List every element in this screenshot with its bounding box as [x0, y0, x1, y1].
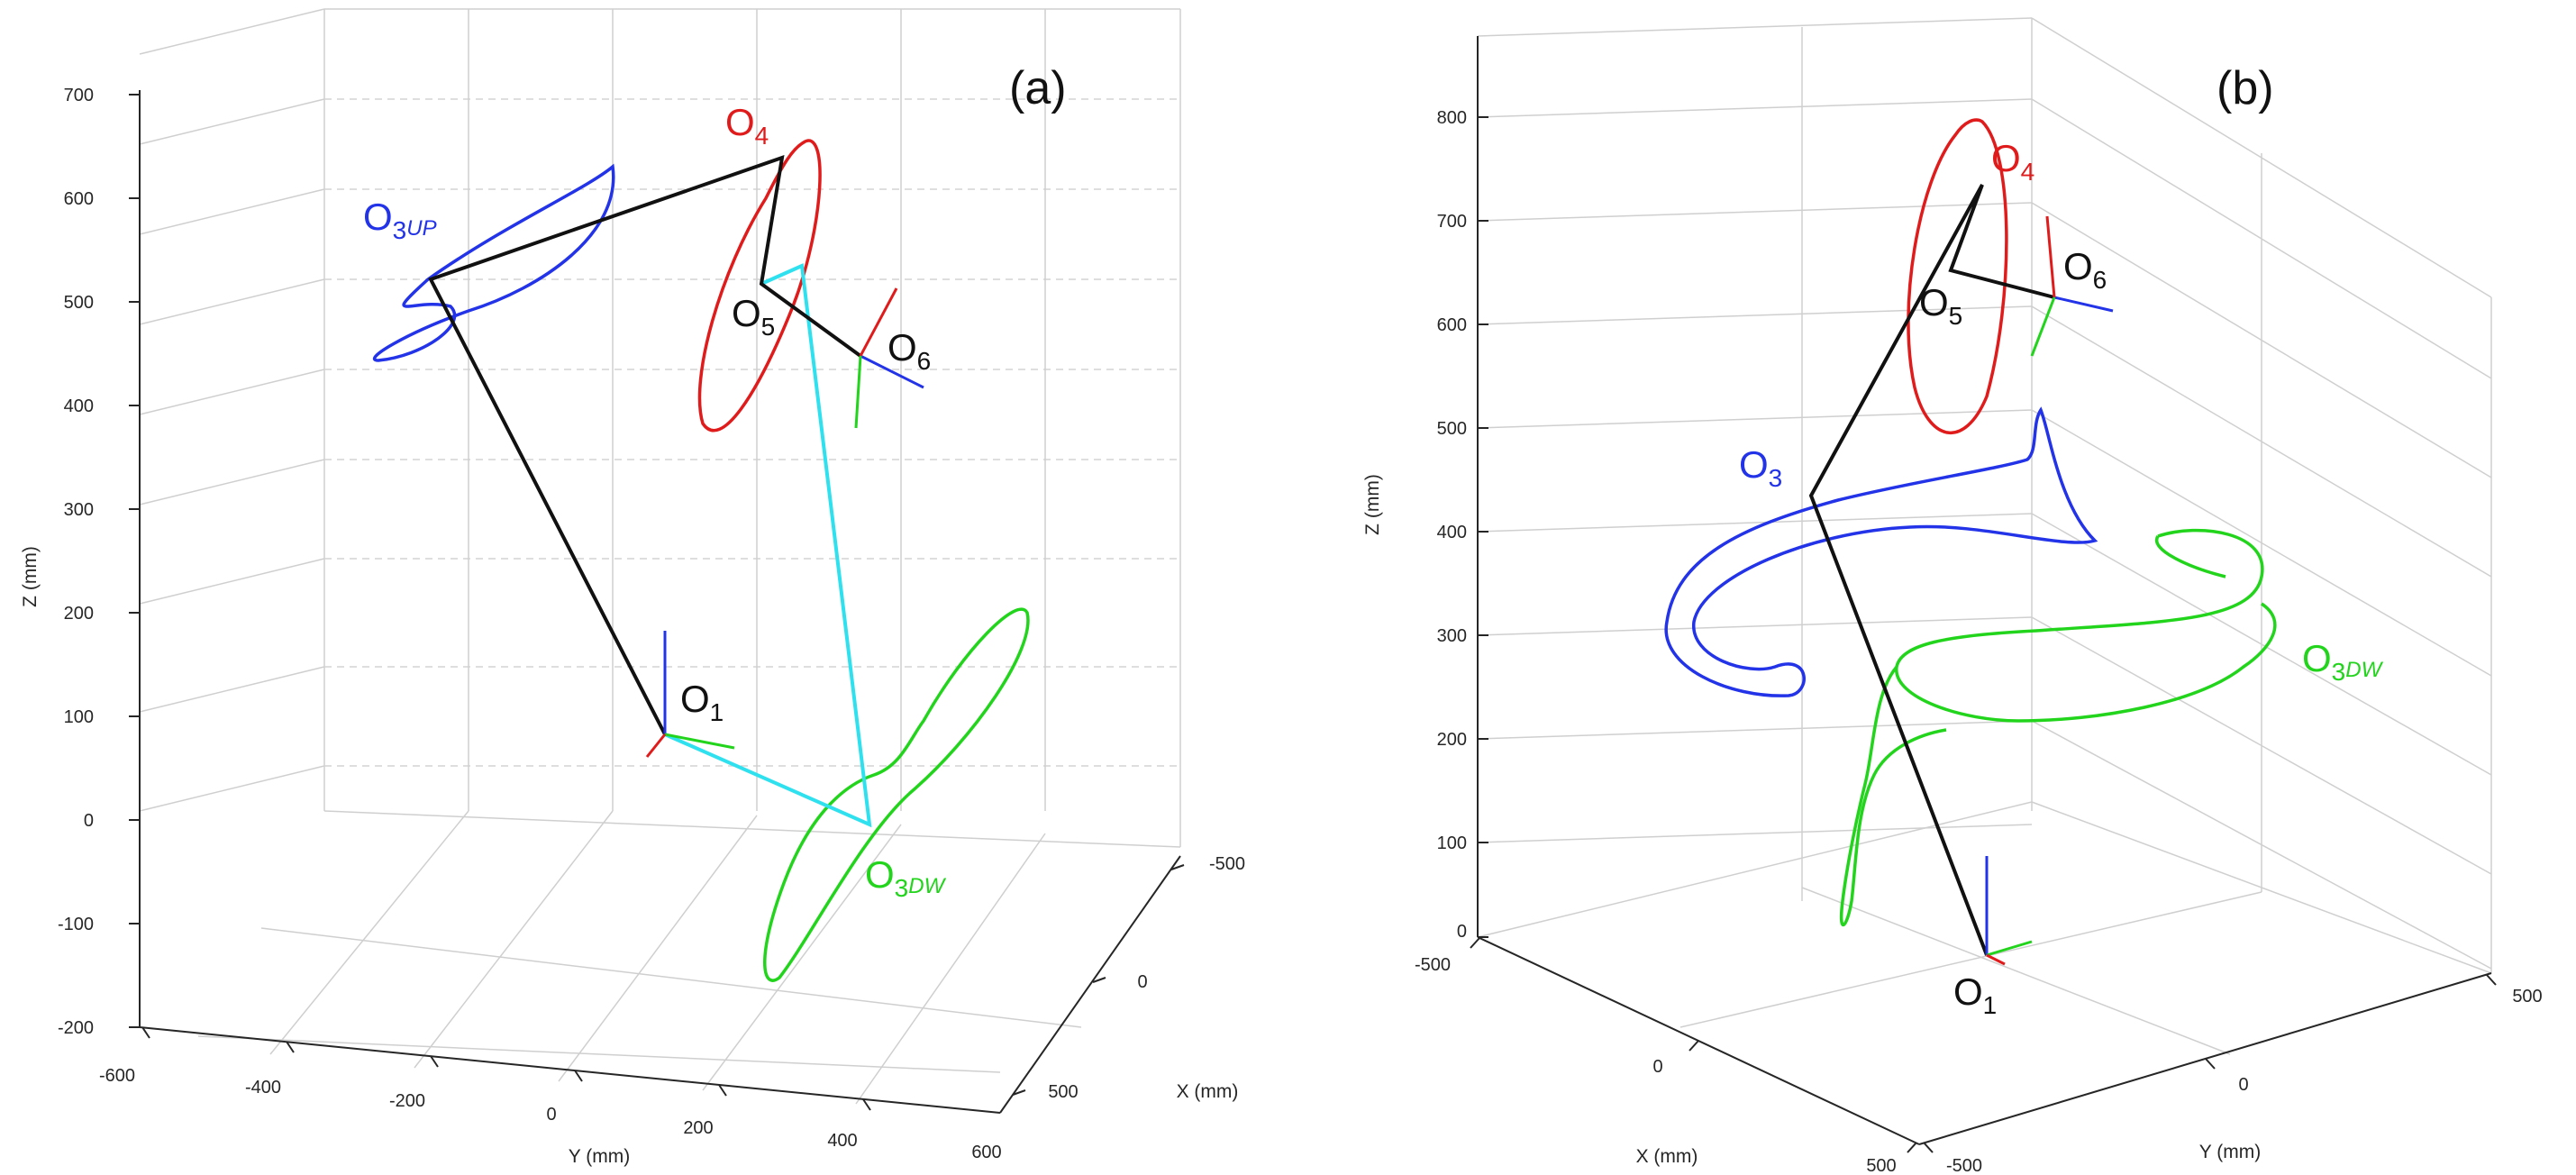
panel-b-y-label: Y (mm): [2199, 1142, 2261, 1162]
panel-a-o4-label: O4: [725, 101, 769, 150]
panel-a-axes: [139, 90, 1181, 1114]
panel-a-elbow-up-link: [428, 155, 862, 735]
panel-a-z-ticks: 700 600 500 400 300 200 100 0 -100 -200 …: [20, 86, 140, 1038]
panel-a-y-tick-6: 600: [971, 1143, 1001, 1162]
panel-a-o5-label: O5: [732, 292, 775, 341]
panel-b-z-tick-8: 800: [1437, 108, 1467, 128]
panel-b-x-tick-2: 500: [1866, 1156, 1896, 1175]
panel-a-z-tick-2: 0: [84, 811, 94, 831]
panel-b-z-tick-3: 300: [1437, 626, 1467, 646]
panel-a-z-tick-4: 200: [64, 604, 94, 624]
panel-b-o1-frame: [1985, 856, 2033, 966]
panel-b-x-ticks: -500 0 500 X (mm): [1415, 937, 1917, 1175]
panel-b-axes: [1477, 36, 2492, 1145]
panel-b-x-tick-0: -500: [1415, 955, 1451, 975]
panel-a-y-tick-4: 200: [683, 1118, 713, 1138]
panel-b-arm-link: [1808, 184, 2055, 956]
panel-b-o6-label: O6: [2063, 245, 2107, 294]
panel-a-y-label: Y (mm): [569, 1146, 630, 1167]
panel-b-y-tick-1: 0: [2238, 1075, 2248, 1095]
panel-b-z-ticks: 800 700 600 500 400 300 200 100 0 Z (mm): [1362, 108, 1488, 942]
panel-a-o3up-label: O3UP: [363, 196, 437, 244]
panel-a-x-tick-1: 0: [1137, 972, 1147, 992]
panel-b-o4-label: O4: [1991, 137, 2034, 186]
panel-b-z-tick-7: 700: [1437, 212, 1467, 232]
panel-a-z-tick-1: -100: [58, 915, 94, 934]
panel-a-x-label: X (mm): [1177, 1081, 1239, 1102]
panel-b-x-label: X (mm): [1636, 1146, 1698, 1167]
panel-a-x-ticks: -500 0 500 X (mm): [1012, 854, 1245, 1102]
panel-b-z-label: Z (mm): [1362, 474, 1383, 535]
panel-a-y-tick-1: -400: [245, 1078, 281, 1098]
panel-a-z-tick-6: 400: [64, 396, 94, 416]
panel-b-grid: [1477, 17, 2492, 1055]
panel-b-z-tick-4: 400: [1437, 523, 1467, 542]
panel-b-z-tick-0: 0: [1457, 922, 1467, 942]
panel-b-z-tick-6: 600: [1437, 315, 1467, 335]
panel-a-o6-frame: [854, 287, 924, 429]
panel-b-o4-curve: [1907, 118, 2008, 435]
panel-a-x-tick-0: -500: [1209, 854, 1245, 874]
panel-b-x-tick-1: 0: [1652, 1057, 1662, 1077]
panel-a-z-tick-8: 600: [64, 189, 94, 209]
panel-a-o3dw-curve: [763, 607, 1030, 982]
panel-a-o6-label: O6: [887, 326, 931, 375]
panel-b-y-tick-0: -500: [1946, 1156, 1982, 1175]
panel-a-o1-label: O1: [680, 678, 724, 726]
panel-b-o5-label: O5: [1919, 281, 1962, 330]
panel-a-z-tick-3: 100: [64, 707, 94, 727]
panel-a-z-tick-9: 700: [64, 86, 94, 105]
panel-b-o3dw-label: O3DW: [2302, 637, 2384, 686]
panel-b-title: (b): [2216, 62, 2274, 114]
panel-a-o3dw-label: O3DW: [865, 853, 947, 902]
panel-b-z-tick-1: 100: [1437, 833, 1467, 853]
panel-b-y-tick-2: 500: [2512, 987, 2542, 1006]
panel-a-o1-frame: [645, 631, 735, 758]
panel-b-y-ticks: -500 0 500 Y (mm): [1923, 974, 2543, 1175]
panel-a-y-tick-3: 0: [546, 1105, 556, 1125]
panel-b-z-tick-5: 500: [1437, 419, 1467, 439]
panel-a-title: (a): [1009, 62, 1067, 114]
panel-a-z-tick-7: 500: [64, 293, 94, 313]
panel-a-x-tick-2: 500: [1048, 1082, 1078, 1102]
panel-a-y-tick-5: 400: [827, 1131, 857, 1151]
panel-a-y-tick-2: -200: [389, 1091, 425, 1111]
panel-a-elbow-down-link: [664, 263, 872, 828]
panel-b-o3-label: O3: [1739, 443, 1782, 492]
panel-a-z-tick-0: -200: [58, 1018, 94, 1038]
panel-b-o1-label: O1: [1953, 970, 1997, 1019]
panel-a-o3up-curve: [372, 163, 615, 362]
panel-a-y-tick-0: -600: [99, 1066, 135, 1086]
panel-a-o4-curve: [697, 139, 822, 433]
panel-a: 700 600 500 400 300 200 100 0 -100 -200 …: [20, 8, 1245, 1167]
panel-a-y-ticks: -600 -400 -200 0 200 400 600 Y (mm): [99, 1026, 1002, 1167]
panel-b-o3-curve: [1664, 406, 2098, 697]
panel-b: 800 700 600 500 400 300 200 100 0 Z (mm)…: [1362, 17, 2543, 1175]
panel-b-o6-frame: [2030, 215, 2114, 357]
panel-a-grid: [139, 8, 1181, 1105]
panel-a-z-tick-5: 300: [64, 500, 94, 520]
panel-b-z-tick-2: 200: [1437, 730, 1467, 750]
panel-a-z-label: Z (mm): [20, 546, 41, 607]
panel-b-o3dw-curve: [1839, 528, 2277, 926]
